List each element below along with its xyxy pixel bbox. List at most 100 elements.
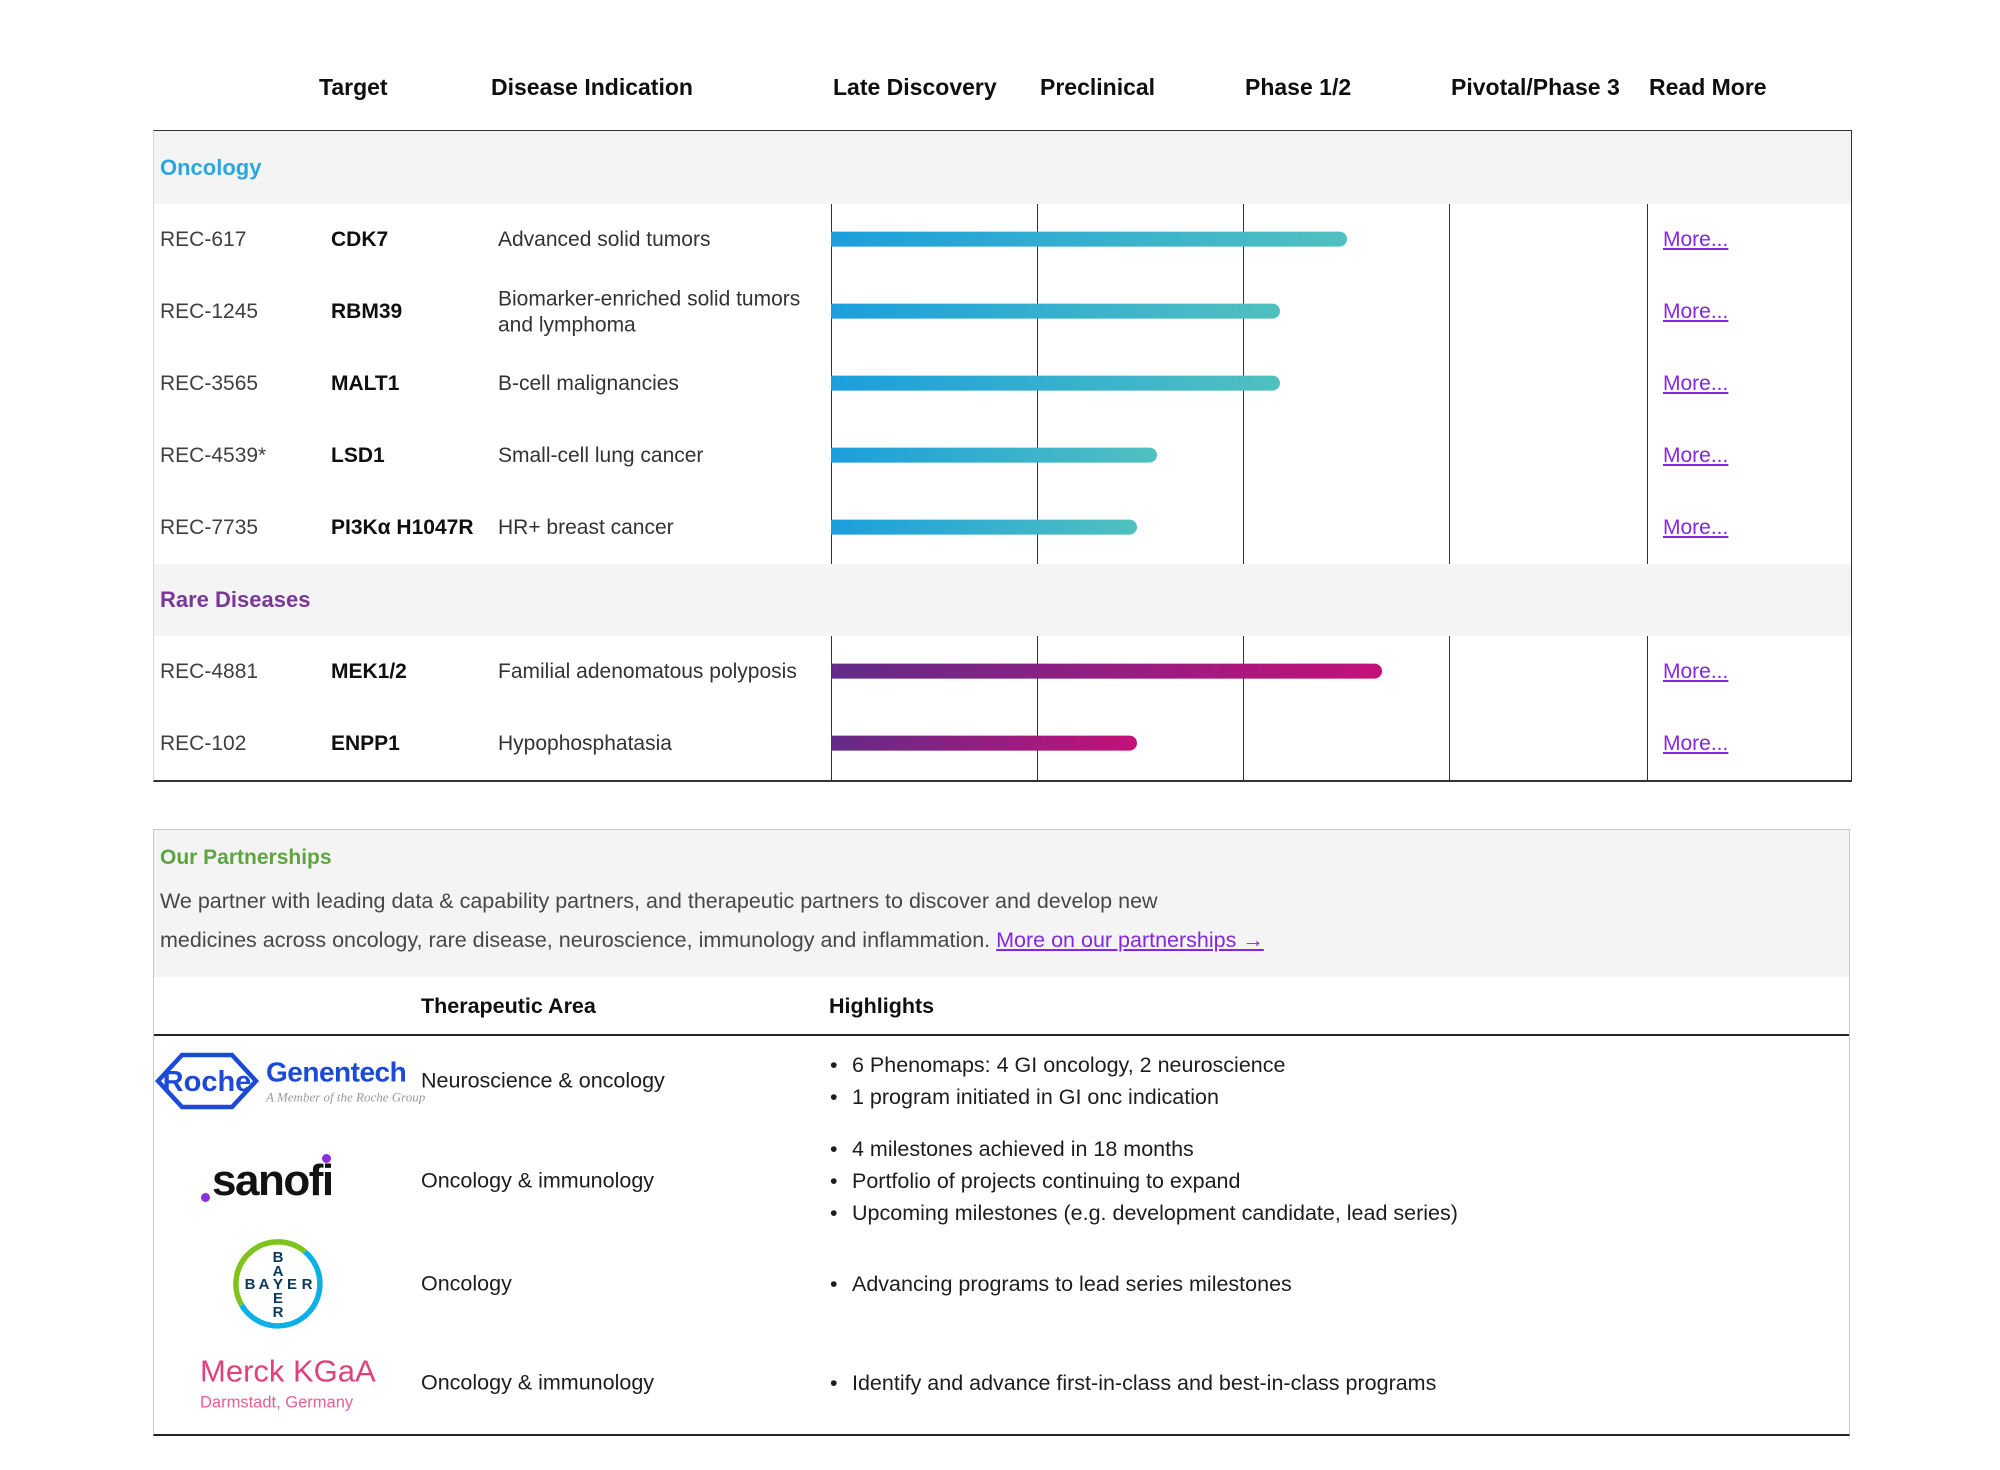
program-id: REC-1245 [160,300,259,323]
partner-highlights: • Identify and advance first-in-class and… [830,1367,1436,1399]
phase-progress-bar [831,447,1157,463]
partnerships-description: We partner with leading data & capabilit… [160,882,1264,960]
pipeline-row: REC-4539* LSD1 Small-cell lung cancer More.… [154,420,1851,492]
read-more-link[interactable]: More... [1663,516,1729,539]
program-target: CDK7 [331,228,389,251]
pipeline-row: REC-3565 MALT1 B-cell malignancies More... [154,348,1851,420]
bullet-icon: • [830,1053,838,1077]
partner-table-header-highlights: Highlights [829,994,935,1018]
sanofi-i-dot [321,1154,331,1163]
program-indication: Hypophosphatasia [498,732,672,756]
column-header-target: Target [319,74,388,100]
partner-area: Neuroscience & oncology [421,1068,665,1093]
highlight-text: Portfolio of projects continuing to expa… [852,1169,1241,1193]
roche-logo-text: Roche [163,1066,252,1098]
highlight-text: Identify and advance first-in-class and … [852,1371,1437,1395]
bullet-icon: • [830,1137,838,1161]
merck-logo: Merck KGaA Darmstadt, Germany [200,1354,376,1413]
read-more-link[interactable]: More... [1663,300,1729,323]
program-id: REC-7735 [160,516,259,539]
read-more-link[interactable]: More... [1663,660,1729,683]
highlight-text: 6 Phenomaps: 4 GI oncology, 2 neuroscien… [852,1053,1286,1077]
partnerships-title: Our Partnerships [160,846,332,869]
bullet-icon: • [830,1085,838,1109]
column-header-disease: Disease Indication [491,74,693,100]
highlight-item: • Advancing programs to lead series miles… [830,1268,1292,1300]
highlight-item: • 1 program initiated in GI onc indicatio… [830,1081,1285,1113]
program-indication: B-cell malignancies [498,372,679,396]
roche-logo: Roche [154,1052,260,1110]
partner-table-header-rule [154,1034,1849,1036]
read-more-link[interactable]: More... [1663,372,1729,395]
program-target: PI3Kα H1047R [331,516,474,539]
program-id: REC-3565 [160,372,259,395]
svg-text:B: B [245,1276,256,1293]
program-indication: Biomarker-enriched solid tumors and lymp… [498,287,801,336]
column-header-late-discovery: Late Discovery [833,74,997,100]
program-id: REC-4881 [160,660,259,683]
highlight-text: 1 program initiated in GI onc indication [852,1085,1219,1109]
pipeline-row: REC-102 ENPP1 Hypophosphatasia More... [154,708,1851,780]
partner-table-header-area: Therapeutic Area [421,994,596,1018]
program-indication: Small-cell lung cancer [498,444,704,468]
genentech-logo-tagline: A Member of the Roche Group [266,1089,426,1105]
svg-text:Y: Y [273,1276,283,1293]
program-id: REC-102 [160,732,247,755]
pipeline-row: REC-7735 PI3Kα H1047R HR+ breast cancer Mor… [154,492,1851,564]
program-target: MALT1 [331,372,400,395]
genentech-logo-text: Genentech [266,1056,407,1088]
grid-line-phase-1-2 [1243,131,1244,780]
phase-progress-bar [831,303,1280,319]
svg-text:A: A [259,1276,270,1293]
partnerships-panel: Our Partnerships We partner with leading… [153,829,1850,1436]
svg-text:R: R [302,1276,313,1293]
svg-text:E: E [273,1290,283,1307]
phase-progress-bar [831,663,1382,679]
phase-progress-bar [831,375,1280,391]
program-target: ENPP1 [331,732,400,755]
partner-highlights: • 4 milestones achieved in 18 months • Port… [830,1133,1458,1229]
merck-logo-text: Merck KGaA [200,1353,376,1389]
sanofi-logo: sanofi [201,1154,334,1206]
sanofi-logo-text: sanofi [201,1154,334,1206]
oncology-section-label: Oncology [160,154,262,180]
program-target: MEK1/2 [331,660,407,683]
highlight-item: • Upcoming milestones (e.g. development c… [830,1197,1458,1229]
pipeline-row: REC-4881 MEK1/2 Familial adenomatous polyp… [154,636,1851,708]
bullet-icon: • [830,1201,838,1225]
svg-text:E: E [287,1276,297,1293]
rare-diseases-section-label: Rare Diseases [160,587,311,612]
phase-progress-bar [831,519,1137,535]
pipeline-row: REC-617 CDK7 Advanced solid tumors More... [154,204,1851,276]
phase-progress-bar [831,231,1347,247]
read-more-link[interactable]: More... [1663,228,1729,251]
program-indication: Advanced solid tumors [498,228,711,252]
highlight-item: • 6 Phenomaps: 4 GI oncology, 2 neuroscie… [830,1049,1285,1081]
partner-row-roche-genentech: Roche Genentech A Member of the Roche Gr… [154,1036,1849,1126]
merck-logo-tagline: Darmstadt, Germany [200,1393,354,1412]
program-id: REC-4539* [160,444,267,467]
grid-line-read-more [1647,131,1648,780]
pipeline-row: REC-1245 RBM39 Biomarker-enriched solid tu… [154,276,1851,348]
read-more-link[interactable]: More... [1663,732,1729,755]
svg-text:Y: Y [273,1276,283,1293]
read-more-link[interactable]: More... [1663,444,1729,467]
bullet-icon: • [830,1169,838,1193]
more-on-partnerships-link[interactable]: More on our partnerships → [996,928,1264,952]
program-target: RBM39 [331,300,403,323]
partner-area: Oncology [421,1271,512,1295]
program-indication: HR+ breast cancer [498,516,674,540]
genentech-logo: Genentech A Member of the Roche Group [266,1057,425,1106]
partner-highlights: • 6 Phenomaps: 4 GI oncology, 2 neuroscie… [830,1049,1285,1113]
highlight-item: • 4 milestones achieved in 18 months [830,1133,1458,1165]
highlight-text: 4 milestones achieved in 18 months [852,1137,1194,1161]
oncology-section-band: Oncology [154,131,1851,204]
bullet-icon: • [830,1371,838,1395]
grid-line-pivotal [1449,131,1450,780]
sanofi-purple-dot [201,1193,210,1202]
highlight-item: • Portfolio of projects continuing to exp… [830,1165,1458,1197]
pipeline-table: Oncology Rare Diseases REC-617 CDK7 Advanc… [153,130,1852,782]
